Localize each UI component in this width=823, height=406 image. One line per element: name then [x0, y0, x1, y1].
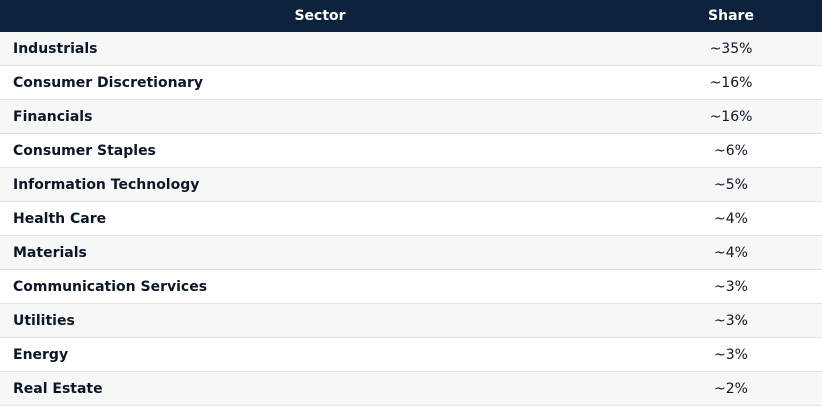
- sector-cell: Utilities: [0, 303, 640, 338]
- table-row: Real Estate ~2%: [0, 371, 822, 406]
- sector-cell: Health Care: [0, 201, 640, 236]
- share-cell: ~16%: [640, 65, 822, 100]
- table-header: Sector Share: [0, 0, 822, 32]
- sector-cell: Information Technology: [0, 167, 640, 202]
- sector-cell: Consumer Staples: [0, 133, 640, 168]
- share-cell: ~2%: [640, 371, 822, 406]
- share-cell: ~4%: [640, 235, 822, 270]
- share-cell: ~4%: [640, 201, 822, 236]
- table-row: Materials ~4%: [0, 235, 822, 270]
- sector-cell: Materials: [0, 235, 640, 270]
- sector-cell: Communication Services: [0, 269, 640, 304]
- share-cell: ~16%: [640, 99, 822, 134]
- sector-cell: Industrials: [0, 32, 640, 66]
- share-cell: ~3%: [640, 337, 822, 372]
- share-cell: ~35%: [640, 32, 822, 66]
- table-row: Financials ~16%: [0, 99, 822, 134]
- table-row: Health Care ~4%: [0, 201, 822, 236]
- share-cell: ~5%: [640, 167, 822, 202]
- sector-cell: Energy: [0, 337, 640, 372]
- column-header-sector: Sector: [0, 0, 640, 32]
- table-body: Industrials ~35% Consumer Discretionary …: [0, 32, 822, 406]
- table-row: Communication Services ~3%: [0, 269, 822, 304]
- share-cell: ~6%: [640, 133, 822, 168]
- table-row: Energy ~3%: [0, 337, 822, 372]
- table-row: Information Technology ~5%: [0, 167, 822, 202]
- share-cell: ~3%: [640, 303, 822, 338]
- sector-cell: Real Estate: [0, 371, 640, 406]
- sector-cell: Financials: [0, 99, 640, 134]
- column-header-share: Share: [640, 0, 822, 32]
- table-row: Utilities ~3%: [0, 303, 822, 338]
- table-row: Industrials ~35%: [0, 32, 822, 66]
- table-row: Consumer Discretionary ~16%: [0, 65, 822, 100]
- sector-cell: Consumer Discretionary: [0, 65, 640, 100]
- table-row: Consumer Staples ~6%: [0, 133, 822, 168]
- header-row: Sector Share: [0, 0, 822, 32]
- share-cell: ~3%: [640, 269, 822, 304]
